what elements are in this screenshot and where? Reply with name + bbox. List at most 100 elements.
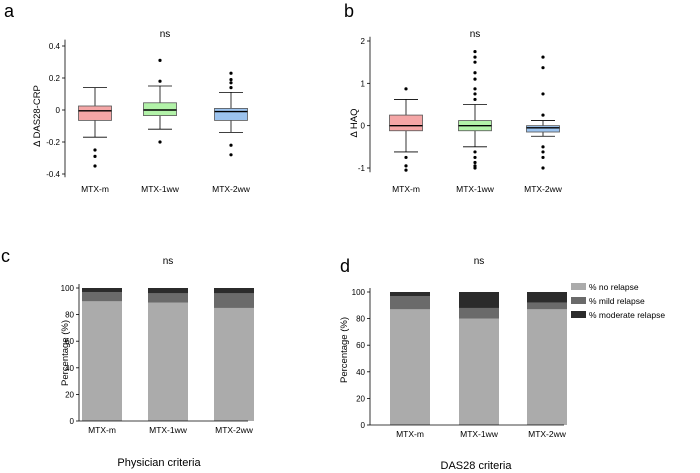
panel-d-significance: ns (474, 256, 485, 267)
x-category-label: MTX-m (392, 184, 420, 194)
box-mtx-m: MTX-m (389, 87, 423, 194)
panel-b-boxplot: ns Δ HAQ -1 0 1 2 MTX-m MTX-1ww MTX-2ww (349, 29, 563, 194)
outlier-point (229, 78, 233, 82)
x-category-label: MTX-1ww (149, 425, 188, 435)
panel-c-stacked-bar: ns Percentage (%) Physician criteria MTX… (60, 256, 254, 469)
panel-b-y-axis-label: Δ HAQ (349, 108, 360, 137)
outlier-point (473, 87, 477, 91)
bar-segments (390, 292, 567, 425)
outlier-point (404, 155, 408, 160)
y-tick-label: -0.2 (46, 138, 60, 147)
panel-c-x-axis-title: Physician criteria (117, 457, 201, 469)
panel-a-significance: ns (160, 29, 171, 40)
x-category-label: MTX-1ww (460, 429, 499, 439)
y-tick-label: 60 (356, 341, 365, 350)
panel-label-a: a (4, 1, 15, 21)
outlier-point (229, 81, 233, 85)
y-tick-label: 20 (65, 390, 74, 399)
x-category-label: MTX-1ww (456, 184, 495, 194)
outlier-point (541, 55, 545, 59)
x-category-label: MTX-2ww (528, 429, 567, 439)
legend-label-mild-relapse: % mild relapse (589, 296, 645, 306)
y-tick-label: 60 (65, 337, 74, 346)
outlier-point (473, 97, 477, 102)
box-iqr (214, 108, 248, 121)
outlier-point (541, 66, 545, 70)
outlier-point (473, 92, 477, 96)
legend-swatch-moderate-relapse (571, 311, 586, 318)
x-category-label: MTX-2ww (215, 425, 254, 435)
y-tick-label: 0.2 (49, 74, 61, 83)
outlier-point (93, 164, 97, 168)
outlier-point (473, 60, 477, 64)
outlier-point (158, 140, 162, 144)
box-mtx-1ww: MTX-1ww (141, 58, 180, 194)
bar-mtx-1ww-mild-relapse (459, 307, 499, 319)
outlier-point (229, 153, 233, 157)
panel-d-x-axis-title: DAS28 criteria (441, 460, 513, 472)
bar-mtx-m-moderate-relapse (390, 292, 430, 296)
panel-a-boxplot: ns Δ DAS28-CRP -0.4 -0.2 0 0.2 0.4 MTX-m MTX-1… (32, 29, 251, 194)
outlier-point (158, 79, 162, 83)
panel-c-significance: ns (163, 256, 174, 267)
outlier-point (541, 92, 545, 96)
bar-mtx-m-no-relapse (390, 309, 430, 425)
bar-segments (82, 288, 254, 421)
legend-swatch-no-relapse (571, 283, 586, 290)
x-category-label: MTX-m (81, 184, 109, 194)
bar-mtx-1ww-moderate-relapse (459, 292, 499, 308)
y-tick-label: 40 (65, 364, 74, 373)
bar-mtx-1ww-no-relapse (459, 318, 499, 425)
bar-mtx-2ww-no-relapse (527, 309, 567, 425)
outlier-point (404, 168, 408, 172)
outlier-point (541, 155, 545, 160)
bar-mtx-2ww-moderate-relapse (214, 288, 254, 294)
y-tick-label: 100 (352, 288, 366, 297)
bar-mtx-2ww-mild-relapse (214, 293, 254, 308)
y-tick-label: 80 (356, 315, 365, 324)
y-tick-label: 0 (70, 417, 75, 426)
box-iqr (389, 114, 423, 132)
bar-mtx-2ww-moderate-relapse (527, 292, 567, 303)
outlier-point (541, 150, 545, 154)
bar-mtx-2ww-mild-relapse (527, 302, 567, 310)
x-category-label: MTX-2ww (212, 184, 251, 194)
y-tick-label: 0 (56, 106, 61, 115)
outlier-point (473, 55, 477, 59)
y-tick-label: 1 (361, 79, 366, 88)
y-tick-label: 0 (361, 122, 366, 131)
outlier-point (473, 71, 477, 75)
outlier-point (473, 77, 477, 81)
legend-label-no-relapse: % no relapse (589, 282, 639, 292)
panel-c-y-axis-label: Percentage (%) (60, 320, 71, 386)
y-tick-label: 0.4 (49, 42, 61, 51)
box-mtx-2ww: MTX-2ww (212, 71, 251, 194)
panel-a-y-axis-label: Δ DAS28-CRP (32, 85, 43, 147)
box-iqr (143, 102, 177, 117)
outlier-point (541, 113, 545, 117)
y-tick-label: 0 (361, 421, 366, 430)
y-tick-label: 80 (65, 311, 74, 320)
bar-mtx-1ww-mild-relapse (148, 293, 188, 303)
legend-swatch-mild-relapse (571, 297, 586, 304)
legend-label-moderate-relapse: % moderate relapse (589, 310, 665, 320)
x-category-label: MTX-m (396, 429, 424, 439)
outlier-point (541, 145, 545, 149)
box-iqr (78, 105, 112, 121)
outlier-point (473, 49, 477, 54)
y-tick-label: 20 (356, 394, 365, 403)
panel-label-c: c (1, 246, 10, 266)
x-category-label: MTX-m (88, 425, 116, 435)
bar-mtx-m-moderate-relapse (82, 288, 122, 292)
bar-mtx-2ww-no-relapse (214, 307, 254, 421)
box-mtx-m: MTX-m (78, 87, 112, 194)
box-mtx-2ww: MTX-2ww (524, 55, 563, 194)
bar-mtx-1ww-no-relapse (148, 302, 188, 421)
panel-label-b: b (344, 1, 354, 21)
outlier-point (541, 166, 545, 170)
bar-mtx-m-no-relapse (82, 301, 122, 421)
outlier-point (473, 155, 477, 160)
outlier-point (229, 86, 233, 90)
box-iqr (526, 125, 560, 133)
